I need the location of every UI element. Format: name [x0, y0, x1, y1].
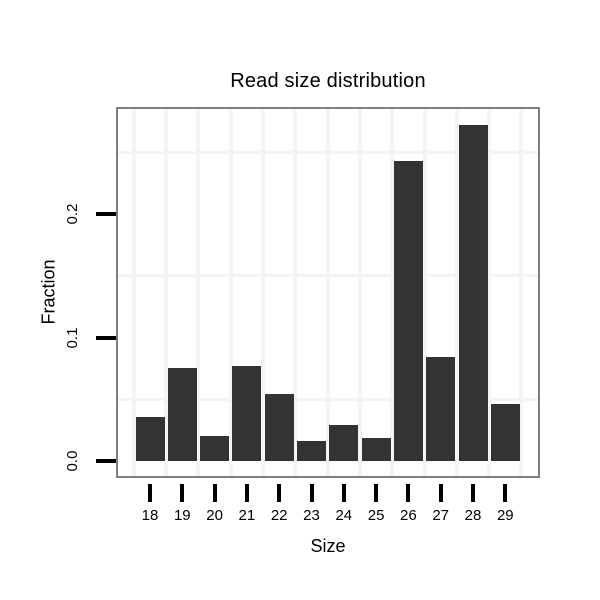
bar-25: [361, 437, 391, 461]
x-tick-label: 26: [400, 507, 417, 524]
minor-gridline-vertical: [454, 109, 459, 476]
minor-gridline-vertical: [325, 109, 330, 476]
x-axis-tick: [406, 484, 411, 502]
x-tick-label: 21: [238, 507, 256, 524]
minor-gridline-vertical: [519, 109, 524, 476]
x-tick-label: 27: [432, 507, 450, 524]
x-tick-label: 28: [464, 507, 482, 524]
x-axis-tick: [471, 484, 475, 502]
y-axis-tick: [96, 459, 116, 463]
bar-20: [200, 436, 230, 461]
plot-panel: [116, 107, 540, 478]
x-tick-label: 22: [270, 507, 288, 524]
x-axis-tick: [277, 484, 282, 502]
bar-21: [232, 365, 262, 461]
y-axis-title: Fraction: [38, 259, 59, 325]
y-tick-label: 0.2: [64, 203, 81, 225]
x-axis-tick: [374, 484, 379, 502]
bar-18: [135, 416, 165, 461]
minor-gridline-horizontal: [118, 274, 538, 278]
bar-28: [458, 125, 488, 461]
x-tick-label: 24: [335, 507, 353, 524]
minor-gridline-vertical: [164, 109, 169, 476]
y-tick-label: 0.0: [64, 450, 81, 472]
bar-26: [393, 160, 423, 461]
y-axis-tick: [96, 335, 116, 340]
minor-gridline-horizontal: [118, 150, 538, 154]
minor-gridline-vertical: [487, 109, 492, 476]
x-axis-tick: [341, 484, 346, 502]
minor-gridline-vertical: [390, 109, 395, 476]
bar-27: [426, 357, 456, 461]
minor-gridline-vertical: [196, 109, 201, 476]
x-tick-label: 23: [303, 507, 320, 524]
minor-gridline-vertical: [261, 109, 265, 476]
bar-24: [329, 425, 359, 461]
x-tick-label: 18: [141, 507, 159, 524]
minor-gridline-horizontal: [118, 397, 538, 401]
minor-gridline-vertical: [131, 109, 136, 476]
x-tick-label: 20: [206, 507, 223, 524]
x-axis-tick: [212, 484, 217, 502]
bar-19: [167, 368, 197, 461]
y-tick-label: 0.1: [64, 327, 81, 348]
minor-gridline-vertical: [422, 109, 427, 476]
chart-title: Read size distribution: [230, 70, 426, 92]
x-axis-tick: [503, 484, 508, 502]
bar-29: [490, 404, 520, 461]
minor-gridline-vertical: [357, 109, 362, 476]
x-axis-title: Size: [310, 536, 346, 556]
x-axis-tick: [309, 484, 314, 502]
minor-gridline-vertical: [228, 109, 233, 476]
x-tick-label: 25: [367, 507, 385, 524]
x-tick-label: 19: [173, 507, 191, 524]
bar-23: [297, 441, 326, 461]
bar-22: [264, 394, 294, 461]
x-tick-label: 29: [496, 507, 514, 524]
x-axis-tick: [438, 484, 443, 502]
minor-gridline-vertical: [293, 109, 298, 476]
x-axis-tick: [148, 484, 152, 502]
x-axis-tick: [244, 484, 249, 502]
x-axis-tick: [180, 484, 185, 502]
y-axis-tick: [96, 212, 116, 216]
